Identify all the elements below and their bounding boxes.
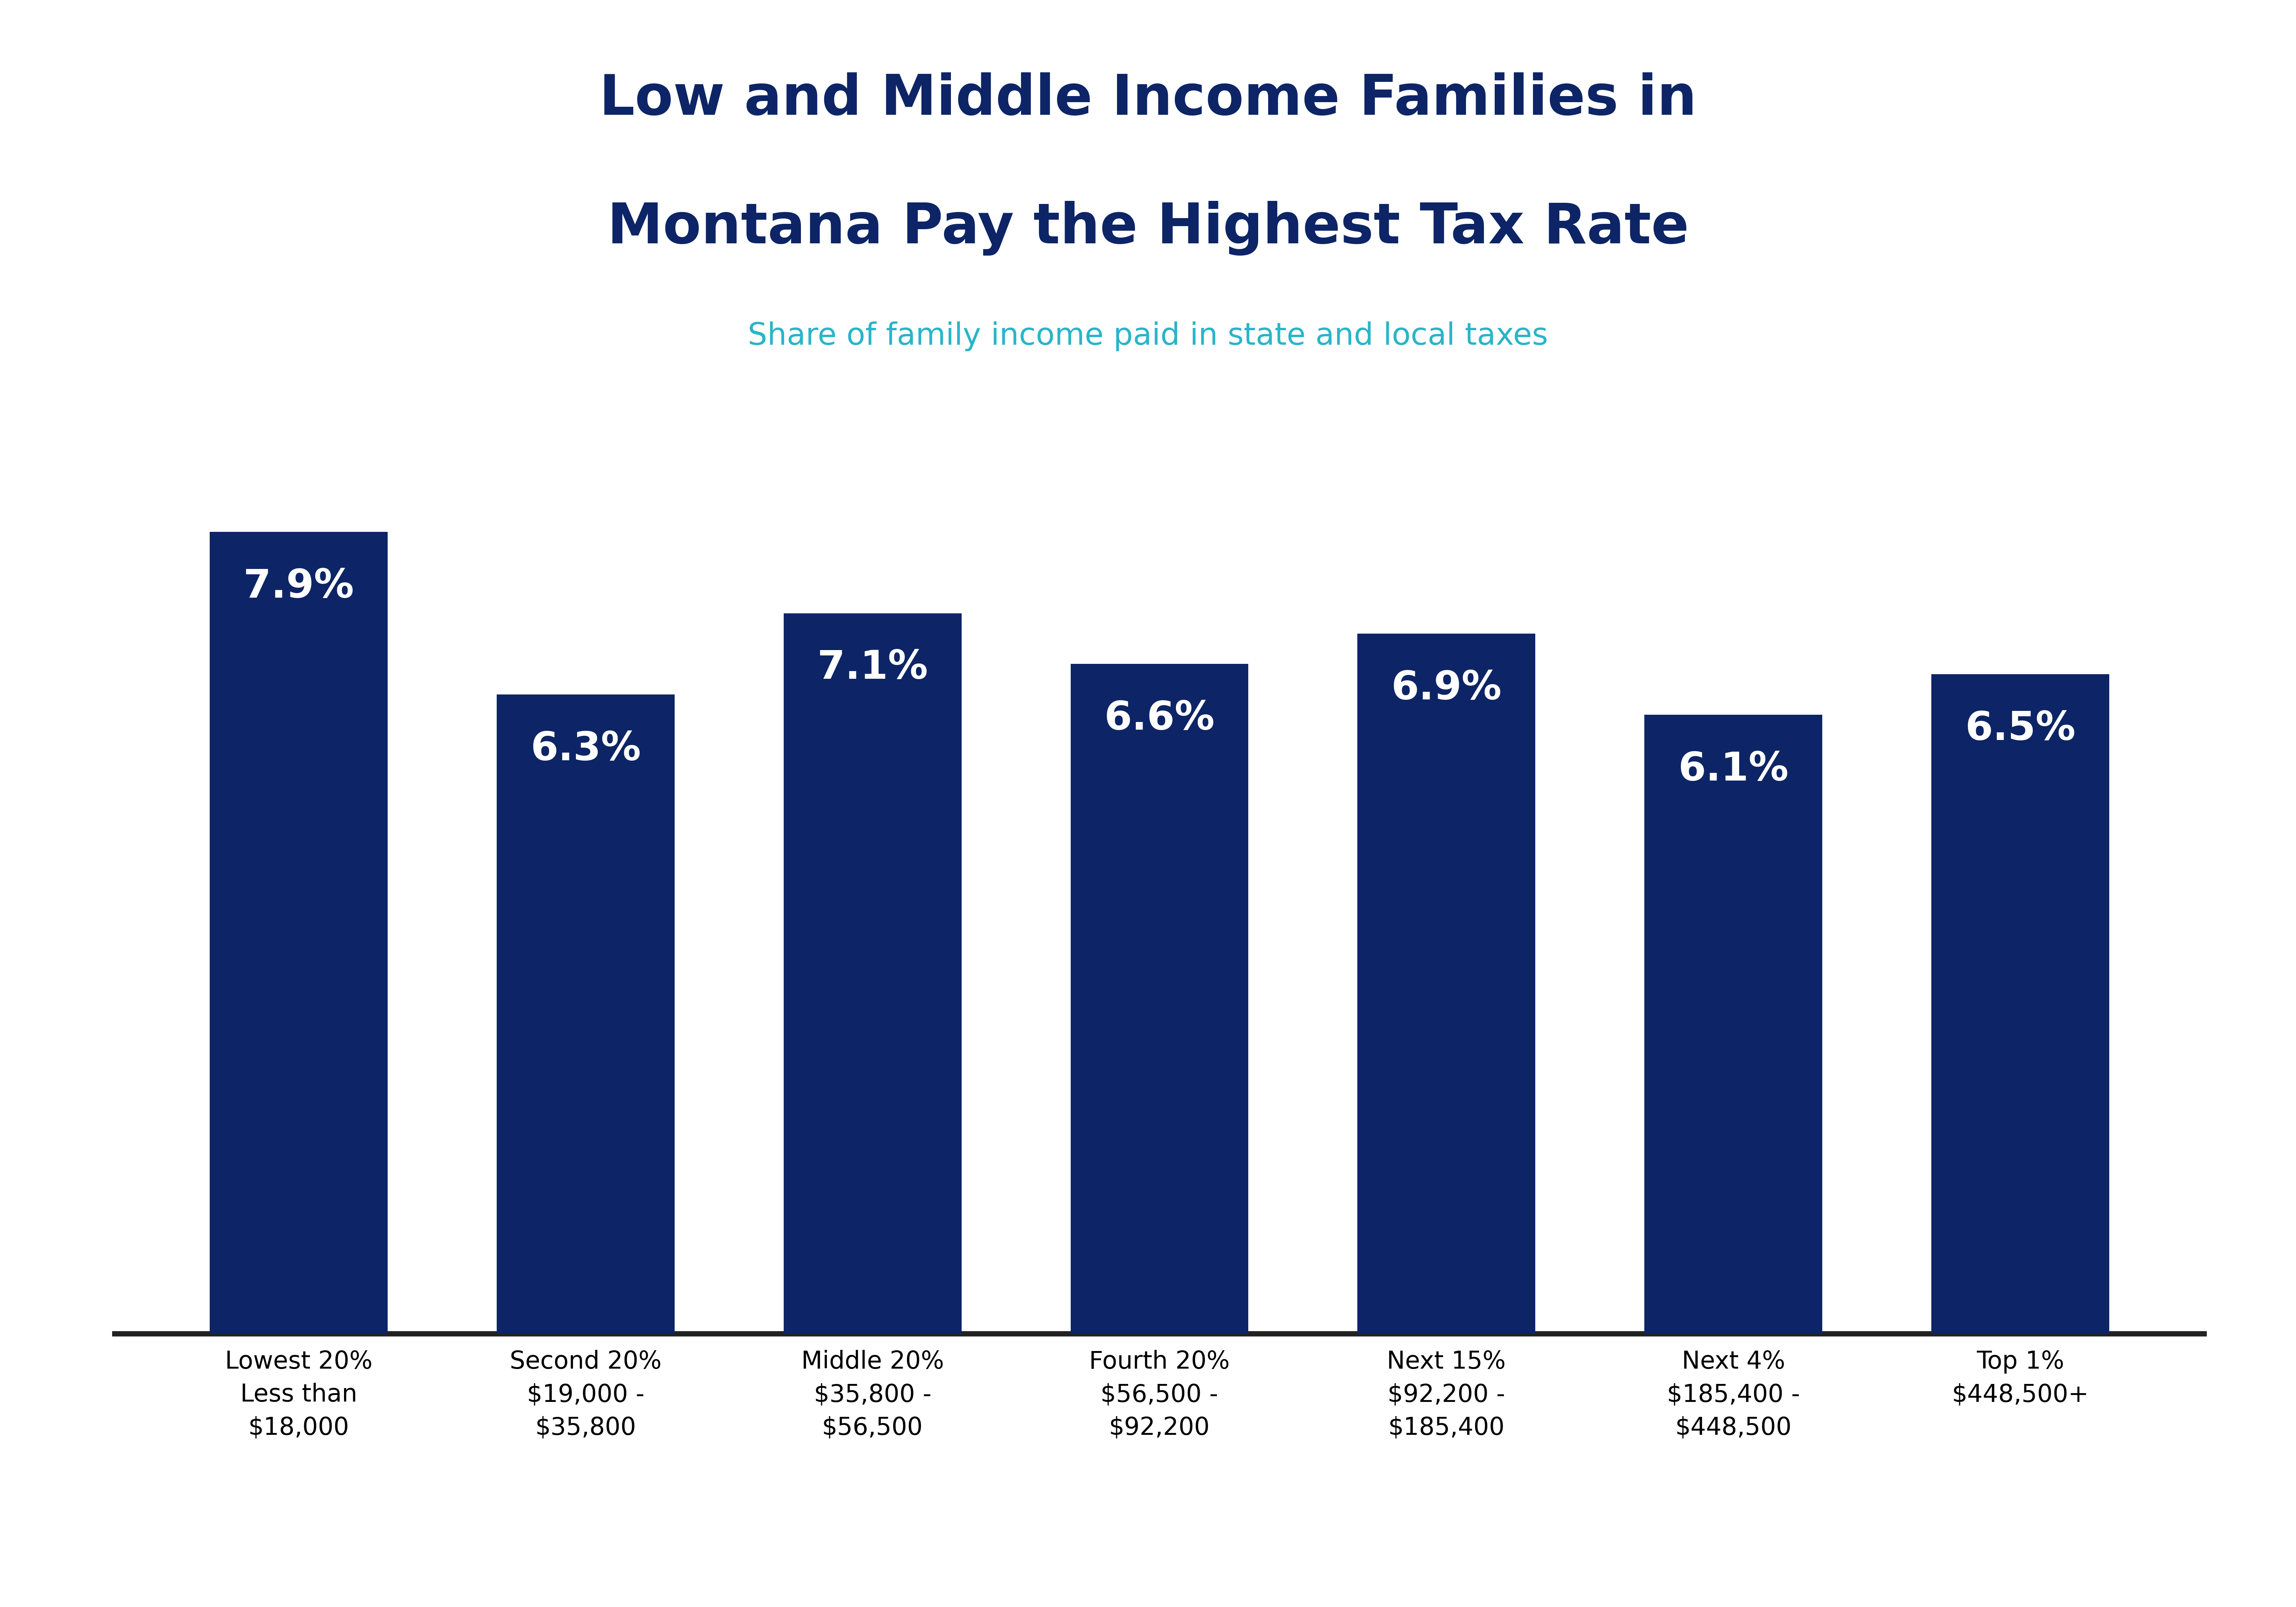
Bar [1644, 715, 1823, 1334]
Text: Low and Middle Income Families in: Low and Middle Income Families in [599, 72, 1697, 127]
Bar [1357, 633, 1536, 1334]
Bar [1070, 664, 1249, 1334]
Text: 7.1%: 7.1% [817, 649, 928, 688]
Text: 7.9%: 7.9% [243, 567, 354, 606]
Text: 6.3%: 6.3% [530, 730, 641, 768]
Text: 6.6%: 6.6% [1104, 699, 1215, 738]
Text: 6.1%: 6.1% [1678, 750, 1789, 789]
Text: Montana Pay the Highest Tax Rate: Montana Pay the Highest Tax Rate [606, 201, 1690, 256]
Text: 6.9%: 6.9% [1391, 669, 1502, 707]
Text: 6.5%: 6.5% [1965, 710, 2076, 749]
Bar [209, 532, 388, 1334]
Bar [496, 694, 675, 1334]
Text: Share of family income paid in state and local taxes: Share of family income paid in state and… [748, 321, 1548, 352]
Bar [783, 614, 962, 1334]
Bar [1931, 673, 2110, 1334]
